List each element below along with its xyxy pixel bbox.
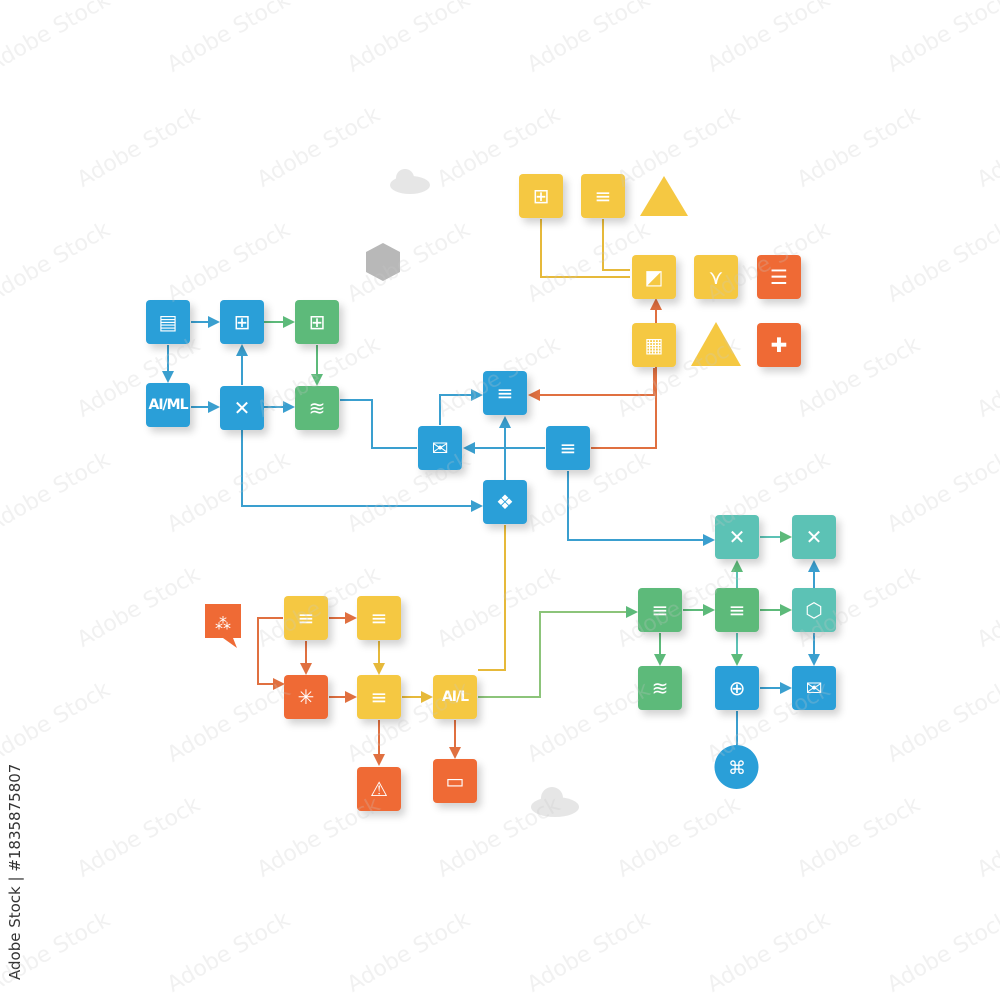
database-icon: ≡: [297, 606, 315, 630]
cross-icon: ✚: [770, 333, 788, 357]
edge: [567, 471, 715, 546]
node-n25: ✉: [792, 666, 836, 710]
stock-credit: Adobe Stock | #1835875807: [6, 763, 24, 980]
network-icon: ⁂: [215, 614, 231, 633]
node-n21: ≡: [715, 588, 759, 632]
grid-icon: ⊞: [308, 310, 326, 334]
node-n24: ⊕: [715, 666, 759, 710]
node-n9: ≡: [546, 426, 590, 470]
node-n1: ▤: [146, 300, 190, 344]
network-icon: ⌘: [728, 758, 746, 779]
database-icon: ≋: [308, 396, 326, 420]
node-n32: ▭: [433, 759, 477, 803]
node-n10: ❖: [483, 480, 527, 524]
node-n29: ≡: [357, 675, 401, 719]
grid-icon: ⊞: [532, 184, 550, 208]
node-n18: ✕: [715, 515, 759, 559]
node-n6: ≋: [295, 386, 339, 430]
node-n31: ⚠: [357, 767, 401, 811]
node-n30: AI/L: [433, 675, 477, 719]
warning-triangle-icon: [640, 176, 688, 216]
list-icon: ☰: [770, 265, 788, 289]
node-n17: ✚: [757, 323, 801, 367]
dashboard-icon: ⊞: [233, 310, 251, 334]
merge-icon: ⋎: [708, 265, 724, 289]
database-icon: ≡: [728, 598, 746, 622]
plus-circle-icon: ⊕: [728, 676, 746, 700]
edge: [602, 219, 630, 271]
database-icon: ≋: [651, 676, 669, 700]
database-icon: ≡: [370, 606, 388, 630]
database-icon: ≡: [496, 381, 514, 405]
ai-ml-label: AI/ML: [148, 397, 188, 413]
warning-triangle-icon: [691, 322, 741, 366]
table-icon: ▦: [644, 333, 664, 357]
node-n8: ≡: [483, 371, 527, 415]
node-n13: ◩: [632, 255, 676, 299]
node-n3: AI/ML: [146, 383, 190, 427]
node-n19: ✕: [792, 515, 836, 559]
node-n27: ≡: [357, 596, 401, 640]
network-x-icon: ✕: [233, 396, 251, 420]
node-n15: ☰: [757, 255, 801, 299]
database-icon: ≡: [370, 685, 388, 709]
node-n7: ✉: [418, 426, 462, 470]
database-icon: ≡: [594, 184, 612, 208]
server-icon: ▭: [445, 769, 465, 793]
node-n20: ≡: [638, 588, 682, 632]
edge: [540, 219, 630, 278]
network-x-icon: ✕: [805, 525, 823, 549]
edge: [478, 525, 506, 671]
cloud-icon: [531, 787, 579, 817]
edge: [257, 617, 285, 690]
database-icon: ≡: [559, 436, 577, 460]
node-n2: ⊞: [220, 300, 264, 344]
hexagon-icon: [366, 243, 400, 281]
network-icon: ✳: [297, 685, 315, 709]
edge: [478, 606, 638, 698]
node-n5: ⊞: [295, 300, 339, 344]
node-n12: ≡: [581, 174, 625, 218]
chart-icon: ◩: [644, 265, 664, 289]
drawer-icon: ▤: [158, 310, 178, 334]
warning-icon: ⚠: [370, 777, 388, 801]
edge: [439, 389, 483, 425]
edge: [340, 399, 417, 449]
box-icon: ⬡: [805, 598, 823, 622]
hub-icon: ❖: [496, 490, 514, 514]
node-n4: ✕: [220, 386, 264, 430]
node-n23: ≋: [638, 666, 682, 710]
pin-icon: [716, 746, 758, 788]
node-n28: ✳: [284, 675, 328, 719]
database-icon: ≡: [651, 598, 669, 622]
ai-label: AI/L: [441, 689, 469, 705]
node-n14: ⋎: [694, 255, 738, 299]
cloud-icon: [390, 169, 430, 194]
edge: [528, 368, 655, 401]
node-n22: ⬡: [792, 588, 836, 632]
mail-icon: ✉: [431, 436, 449, 460]
mail-icon: ✉: [805, 676, 823, 700]
node-n11: ⊞: [519, 174, 563, 218]
node-n26: ≡: [284, 596, 328, 640]
network-x-icon: ✕: [728, 525, 746, 549]
chat-bubble-icon: [205, 604, 241, 648]
edge: [241, 430, 483, 512]
node-n16: ▦: [632, 323, 676, 367]
